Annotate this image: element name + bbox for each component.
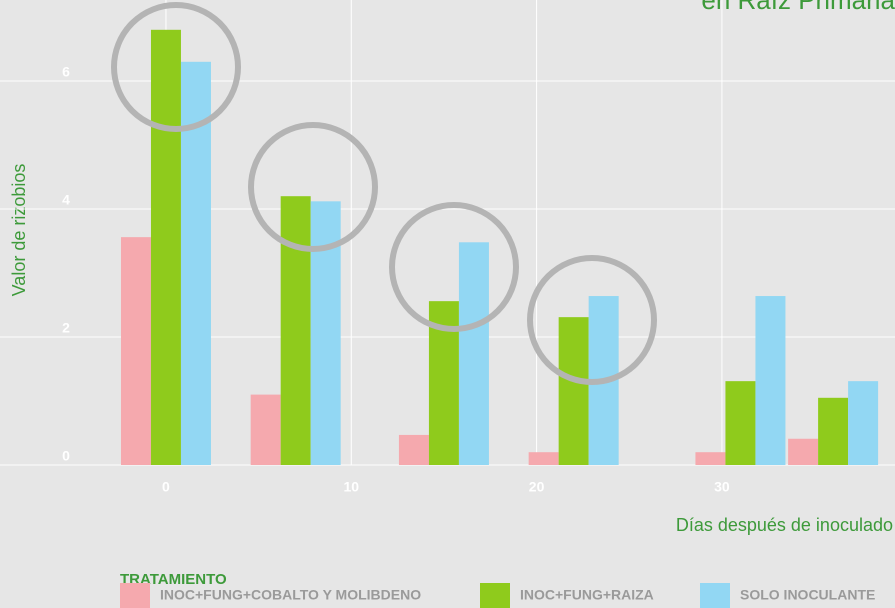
y-tick-label: 4 [62,192,70,208]
x-axis-label: Días después de inoculado [676,515,893,535]
y-tick-label: 0 [62,448,70,464]
legend-swatch [120,583,150,608]
bar [818,397,849,465]
legend: INOC+FUNG+COBALTO Y MOLIBDENO INOC+FUNG+R… [120,583,875,608]
bar [250,394,281,465]
x-tick-label: 0 [162,479,170,495]
ring [389,202,519,332]
bar [458,242,489,465]
bar [120,237,151,465]
bar [848,381,879,465]
y-tick-label: 2 [62,320,70,336]
legend-label: INOC+FUNG+COBALTO Y MOLIBDENO [160,587,421,603]
bar [310,201,341,465]
legend-label: INOC+FUNG+RAIZA [520,587,654,603]
bar [695,452,726,465]
bar [558,317,589,465]
x-tick-label: 10 [343,479,359,495]
bar [788,438,819,465]
ring [527,255,657,385]
x-tick-label: 20 [529,479,545,495]
ring [248,122,378,252]
legend-swatch [480,583,510,608]
legend-swatch [700,583,730,608]
bar [755,296,786,465]
y-axis-label: Valor de rizobios [9,164,29,297]
bar [528,452,559,465]
highlight-rings [111,2,657,385]
bar [725,381,756,465]
y-tick-label: 6 [62,64,70,80]
legend-label: SOLO INOCULANTE [740,587,875,603]
chart-title: en Raíz Primaria [701,0,895,15]
bar [150,29,181,466]
bar [398,434,429,465]
x-tick-label: 30 [714,479,730,495]
ring [111,2,241,132]
bar [280,196,311,465]
